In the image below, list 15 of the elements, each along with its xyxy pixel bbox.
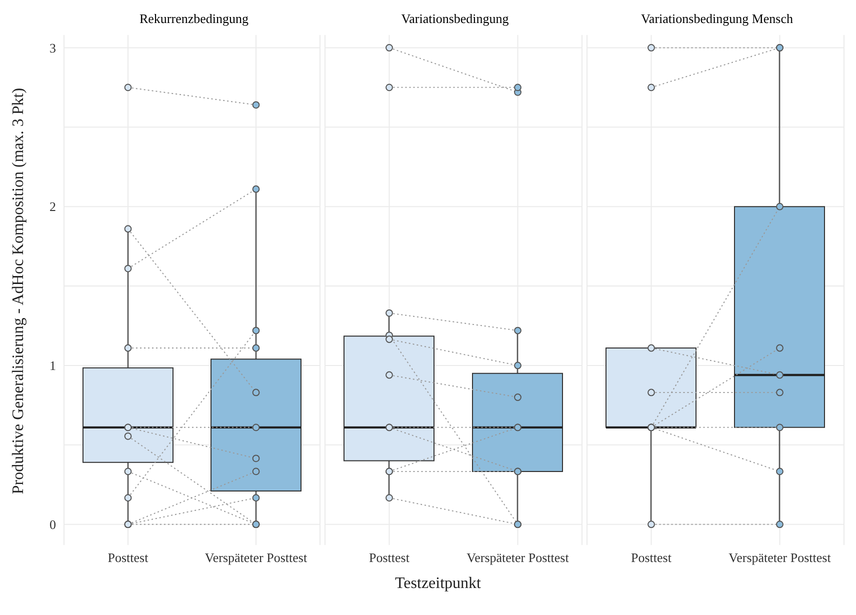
- y-tick-label: 3: [50, 40, 56, 56]
- x-axis-title: Testzeitpunkt: [394, 575, 482, 593]
- chart-title: Variationsbedingung Mensch: [640, 10, 794, 28]
- x-tick-label: Verspäteter Posttest: [728, 550, 832, 566]
- x-tick-label: Posttest: [108, 550, 149, 566]
- chart-title: Variationsbedingung: [400, 10, 510, 28]
- x-tick-label: Posttest: [631, 550, 672, 566]
- y-axis-title: Produktive Generalisierung - AdHoc Komposition (max. 3 Pkt): [10, 88, 28, 494]
- y-tick-label: 2: [50, 199, 56, 214]
- chart-title: Rekurrenzbedingung: [138, 10, 250, 28]
- y-tick-label: 1: [50, 358, 56, 374]
- x-tick-label: Posttest: [369, 550, 410, 566]
- y-tick-label: 0: [50, 516, 56, 532]
- x-tick-label: Verspäteter Posttest: [466, 550, 570, 566]
- x-tick-label: Verspäteter Posttest: [204, 550, 308, 566]
